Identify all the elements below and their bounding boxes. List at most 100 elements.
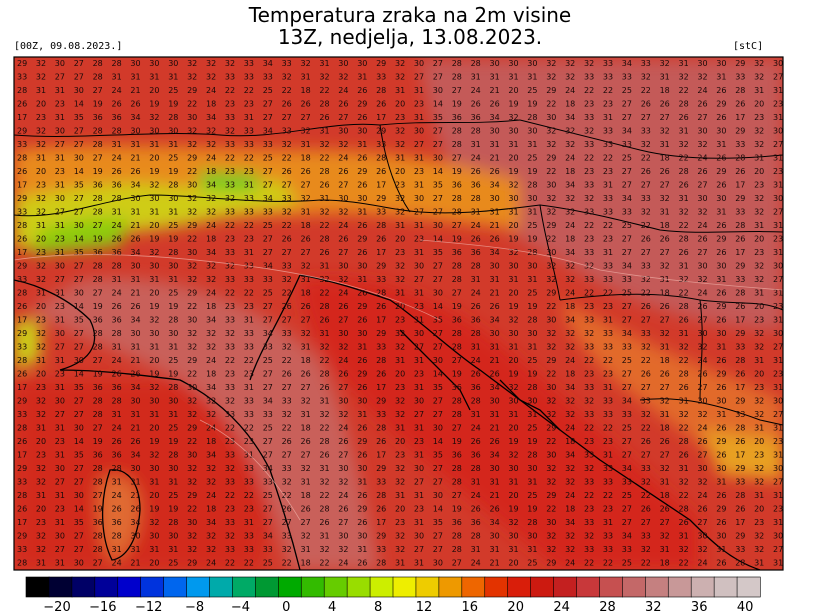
grid-value: 30 — [187, 451, 197, 460]
grid-value: 28 — [112, 397, 122, 406]
grid-value: 22 — [679, 86, 689, 95]
legend-swatch — [713, 576, 738, 598]
grid-value: 34 — [622, 127, 632, 136]
grid-value: 31 — [773, 289, 783, 298]
grid-value: 21 — [490, 221, 500, 230]
grid-value: 36 — [452, 518, 462, 527]
grid-value: 31 — [301, 410, 311, 419]
grid-value: 32 — [546, 397, 556, 406]
grid-value: 29 — [716, 505, 726, 514]
grid-value: 18 — [660, 491, 670, 500]
grid-value: 34 — [130, 451, 140, 460]
grid-value: 36 — [93, 316, 103, 325]
grid-value: 22 — [244, 154, 254, 163]
grid-value: 32 — [301, 532, 311, 541]
grid-value: 24 — [697, 424, 707, 433]
grid-value: 26 — [490, 235, 500, 244]
grid-value: 33 — [225, 140, 235, 149]
grid-value: 32 — [584, 127, 594, 136]
grid-value: 31 — [244, 518, 254, 527]
grid-value: 28 — [679, 100, 689, 109]
grid-value: 27 — [641, 181, 651, 190]
grid-value: 27 — [74, 73, 84, 82]
grid-value: 22 — [603, 154, 613, 163]
grid-value: 31 — [471, 343, 481, 352]
grid-value: 31 — [149, 275, 159, 284]
grid-value: 33 — [244, 73, 254, 82]
grid-value: 26 — [697, 167, 707, 176]
grid-value: 27 — [93, 491, 103, 500]
grid-value: 31 — [130, 73, 140, 82]
grid-value: 31 — [414, 491, 424, 500]
grid-value: 31 — [414, 559, 424, 568]
grid-value: 30 — [74, 356, 84, 365]
grid-value: 26 — [338, 302, 348, 311]
grid-value: 36 — [471, 383, 481, 392]
grid-value: 21 — [130, 356, 140, 365]
grid-value: 23 — [225, 437, 235, 446]
grid-value: 32 — [301, 59, 311, 68]
grid-value: 28 — [527, 518, 537, 527]
grid-value: 26 — [338, 437, 348, 446]
grid-value: 20 — [508, 559, 518, 568]
grid-value: 26 — [735, 235, 745, 244]
legend-tick-label: −16 — [89, 600, 116, 615]
grid-value: 17 — [735, 451, 745, 460]
grid-value: 33 — [603, 208, 613, 217]
grid-value: 31 — [603, 518, 613, 527]
grid-value: 22 — [546, 100, 556, 109]
grid-value: 20 — [754, 370, 764, 379]
grid-value: 17 — [17, 383, 27, 392]
grid-value: 33 — [622, 410, 632, 419]
grid-value: 31 — [357, 73, 367, 82]
grid-value: 32 — [754, 194, 764, 203]
grid-value: 33 — [603, 343, 613, 352]
grid-value: 28 — [452, 397, 462, 406]
grid-value: 33 — [376, 410, 386, 419]
grid-value: 33 — [641, 127, 651, 136]
grid-value: 30 — [433, 154, 443, 163]
grid-value: 31 — [55, 356, 65, 365]
grid-value: 18 — [206, 302, 216, 311]
grid-value: 19 — [508, 302, 518, 311]
grid-value: 27 — [93, 424, 103, 433]
grid-value: 28 — [168, 383, 178, 392]
grid-value: 32 — [187, 208, 197, 217]
grid-value: 32 — [546, 127, 556, 136]
grid-value: 28 — [471, 532, 481, 541]
grid-value: 23 — [244, 100, 254, 109]
grid-value: 36 — [112, 181, 122, 190]
grid-value: 29 — [357, 370, 367, 379]
grid-value: 18 — [206, 505, 216, 514]
grid-value: 21 — [130, 289, 140, 298]
grid-value: 26 — [319, 518, 329, 527]
grid-value: 27 — [433, 464, 443, 473]
grid-value: 36 — [452, 248, 462, 257]
grid-value: 18 — [301, 289, 311, 298]
grid-value: 22 — [244, 424, 254, 433]
grid-value: 32 — [282, 410, 292, 419]
grid-value: 35 — [433, 451, 443, 460]
grid-value: 24 — [697, 559, 707, 568]
grid-value: 31 — [471, 545, 481, 554]
grid-value: 27 — [263, 235, 273, 244]
grid-value: 21 — [490, 86, 500, 95]
grid-value: 27 — [433, 478, 443, 487]
grid-value: 24 — [471, 424, 481, 433]
grid-value: 32 — [338, 140, 348, 149]
grid-value: 32 — [301, 194, 311, 203]
grid-value: 26 — [130, 302, 140, 311]
grid-value: 29 — [376, 59, 386, 68]
grid-value: 25 — [168, 424, 178, 433]
grid-value: 24 — [338, 221, 348, 230]
grid-value: 33 — [603, 275, 613, 284]
grid-value: 26 — [357, 383, 367, 392]
grid-value: 22 — [282, 86, 292, 95]
grid-value: 33 — [225, 545, 235, 554]
grid-value: 22 — [603, 491, 613, 500]
grid-value: 32 — [36, 478, 46, 487]
grid-value: 33 — [735, 343, 745, 352]
grid-value: 32 — [206, 127, 216, 136]
grid-value: 23 — [773, 505, 783, 514]
